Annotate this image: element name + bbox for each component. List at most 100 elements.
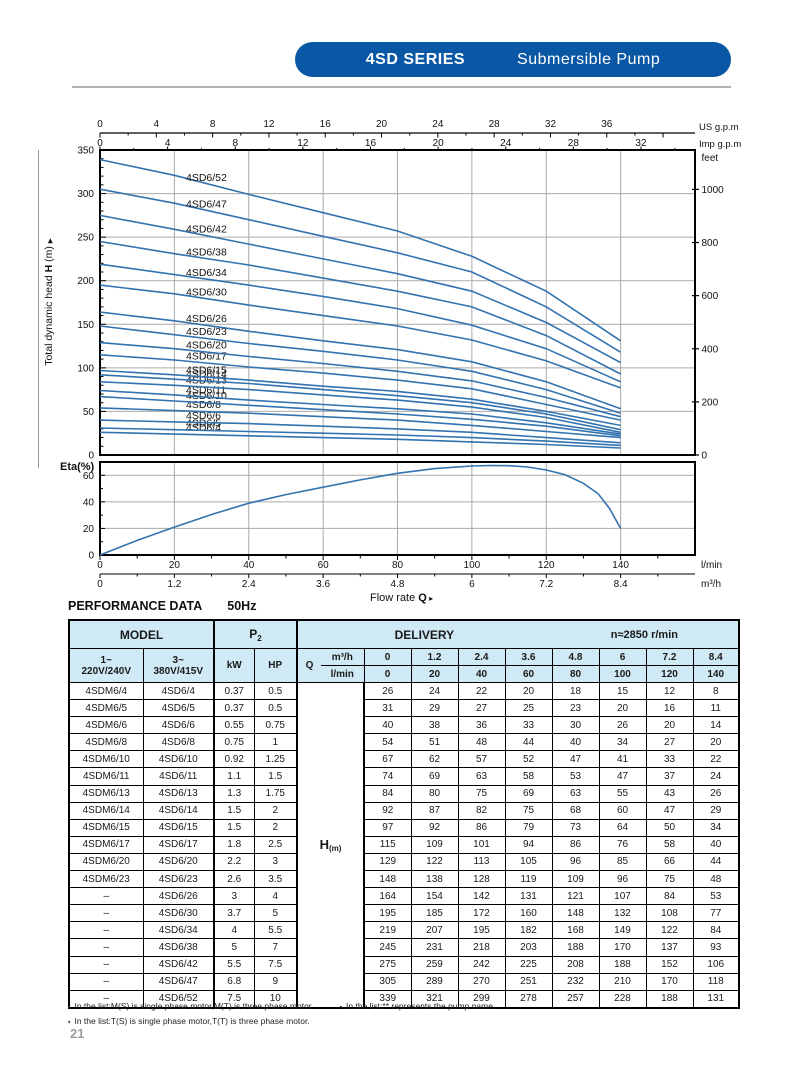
- performance-title: PERFORMANCE DATA: [68, 599, 202, 613]
- table-cell: 148: [551, 904, 600, 923]
- table-cell: 27: [645, 733, 694, 752]
- table-cell: –: [68, 989, 144, 1009]
- svg-text:Total dynamic head H (m) ▶: Total dynamic head H (m) ▶: [43, 237, 55, 366]
- table-cell: 4SD6/5: [142, 699, 215, 718]
- svg-text:1.2: 1.2: [167, 579, 181, 590]
- table-cell: 30: [551, 716, 600, 735]
- table-cell: 218: [457, 938, 506, 957]
- table-cell: 1.25: [253, 750, 298, 769]
- table-cell: 4SD6/10: [142, 750, 215, 769]
- curve-label: 4SD6/42: [186, 224, 227, 236]
- svg-text:20: 20: [376, 119, 388, 130]
- svg-text:100: 100: [77, 363, 94, 374]
- table-cell: 4SD6/38: [142, 938, 215, 957]
- footnote-2: ▪ In the list:** represents the pump name…: [339, 1001, 496, 1011]
- table-cell: 137: [645, 938, 694, 957]
- table-row: 4SDM6/17 4SD6/17 1.8 2.5 115 109 101 94 86 76 58 40: [68, 835, 740, 854]
- table-cell: 115: [363, 835, 412, 854]
- table-cell: 5: [213, 938, 255, 957]
- table-cell: 75: [457, 784, 506, 803]
- svg-text:Imp g.p.m: Imp g.p.m: [699, 139, 741, 150]
- svg-text:1000: 1000: [702, 185, 725, 196]
- table-cell: 4SD6/13: [142, 784, 215, 803]
- table-cell: 4: [253, 887, 298, 906]
- charts-canvas: 0 4 8 12 16 20 24 28 32 36 US g.p.m 0 4 8 12 16 20 24 28 32…: [38, 119, 741, 604]
- table-cell: 18: [551, 681, 600, 701]
- table-cell: 4SD6/15: [142, 818, 215, 837]
- square-bullet-icon: ▪: [68, 1019, 71, 1026]
- table-cell: 305: [363, 972, 412, 991]
- lmin-header-value: 0: [363, 665, 412, 683]
- table-cell: 34: [692, 818, 740, 837]
- svg-text:16: 16: [365, 138, 377, 149]
- table-cell: 270: [457, 972, 506, 991]
- table-cell: 64: [598, 818, 647, 837]
- table-row: 4SDM6/20 4SD6/20 2.2 3 129 122 113 105 96 85 66 44: [68, 852, 740, 872]
- svg-text:8.4: 8.4: [614, 579, 628, 590]
- table-cell: 6.8: [213, 972, 255, 991]
- pump-curves: 4SD6/44SD6/54SD6/64SD6/84SD6/104SD6/114S…: [99, 158, 622, 449]
- square-bullet-icon: ▪: [339, 1004, 343, 1011]
- table-cell: 3.7: [213, 904, 255, 923]
- table-cell: 1.3: [213, 784, 255, 803]
- table-cell: 20: [645, 716, 694, 735]
- svg-text:0: 0: [97, 560, 103, 571]
- table-cell: 4SDM6/17: [68, 835, 144, 854]
- svg-text:300: 300: [77, 189, 94, 200]
- curve-4SD6-26: [99, 311, 621, 410]
- table-cell: 168: [551, 921, 600, 940]
- table-cell: 142: [457, 887, 506, 906]
- table-cell: 3: [253, 852, 298, 872]
- table-cell: 0.75: [253, 716, 298, 735]
- table-cell: 1.8: [213, 835, 255, 854]
- table-cell: 7: [253, 938, 298, 957]
- table-cell: 43: [645, 784, 694, 803]
- table-cell: 44: [504, 733, 553, 752]
- footnotes: ▪ In the list:M(S) is single phase motor,…: [68, 1001, 736, 1031]
- svg-text:0: 0: [88, 551, 94, 562]
- table-cell: 75: [645, 870, 694, 889]
- table-cell: 2.5: [253, 835, 298, 854]
- table-cell: 138: [410, 870, 459, 889]
- m3h-header-value: 7.2: [645, 648, 694, 666]
- svg-text:40: 40: [83, 497, 95, 508]
- svg-text:250: 250: [77, 233, 94, 244]
- table-row: 4SDM6/4 4SD6/4 0.37 0.5 H(m) 26 24 22 20 18 15 12 8: [68, 681, 740, 1009]
- table-cell: 25: [504, 699, 553, 718]
- table-cell: 251: [504, 972, 553, 991]
- svg-text:3.6: 3.6: [316, 579, 330, 590]
- table-cell: 210: [598, 972, 647, 991]
- m3h-header-value: 8.4: [692, 648, 740, 666]
- lmin-unit-label: l/min: [321, 665, 365, 683]
- table-cell: 107: [598, 887, 647, 906]
- speed-label: n≈2850 r/min: [610, 628, 678, 641]
- table-cell: 24: [410, 681, 459, 701]
- svg-text:12: 12: [263, 119, 275, 130]
- curve-label: 4SD6/20: [186, 340, 227, 352]
- curve-label: 4SD6/52: [186, 172, 227, 184]
- table-cell: 0.37: [213, 681, 255, 701]
- curve-4SD6-23: [99, 325, 621, 414]
- curve-label: 4SD6/5: [186, 418, 221, 430]
- table-cell: 4SD6/23: [142, 870, 215, 889]
- table-cell: 2.6: [213, 870, 255, 889]
- curve-4SD6-17: [99, 354, 621, 421]
- table-cell: 4SD6/20: [142, 852, 215, 872]
- table-cell: 119: [504, 870, 553, 889]
- table-cell: 259: [410, 955, 459, 974]
- svg-text:4.8: 4.8: [391, 579, 405, 590]
- table-cell: 26: [363, 681, 412, 701]
- curve-label: 4SD6/38: [186, 246, 227, 258]
- svg-text:12: 12: [297, 138, 309, 149]
- table-cell: 53: [551, 767, 600, 786]
- table-cell: 38: [410, 716, 459, 735]
- head-m-axis: 0 50 100 150 200 250 300 350 Total dynamic head …: [43, 146, 106, 462]
- table-cell: 85: [598, 852, 647, 872]
- table-cell: 2.2: [213, 852, 255, 872]
- svg-text:24: 24: [432, 119, 444, 130]
- curve-4SD6-4: [99, 431, 621, 449]
- table-cell: 0.92: [213, 750, 255, 769]
- table-cell: 47: [645, 801, 694, 820]
- table-cell: 58: [504, 767, 553, 786]
- table-cell: 53: [692, 887, 740, 906]
